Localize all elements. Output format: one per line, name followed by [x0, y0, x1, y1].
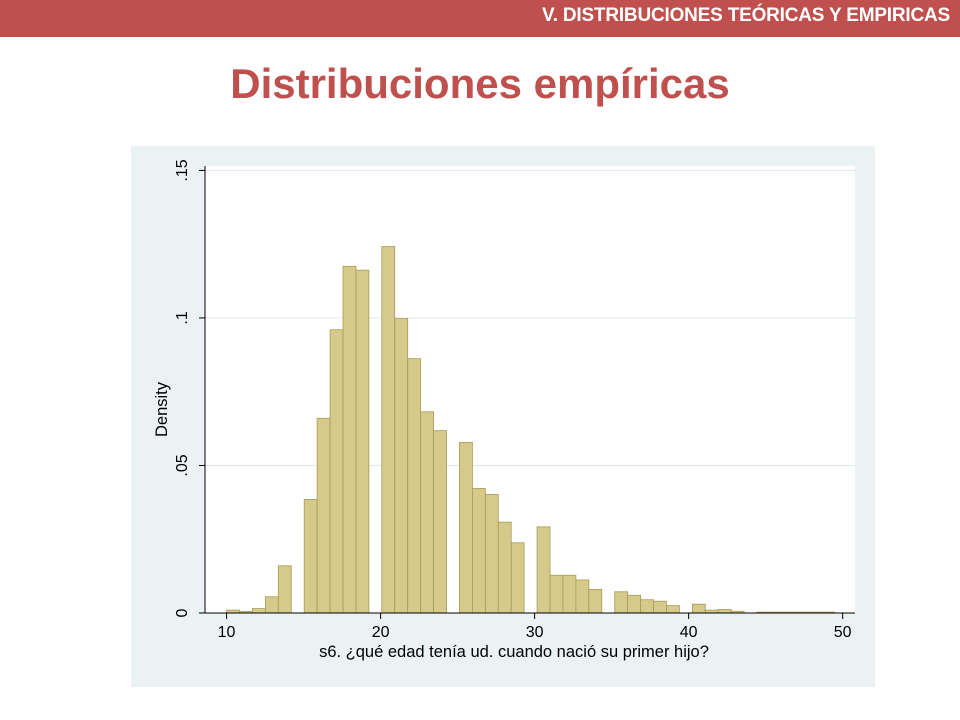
histogram-bar	[407, 358, 422, 614]
x-tick-label: 10	[218, 624, 236, 641]
histogram-bar	[433, 430, 447, 614]
section-header-bar: V. DISTRIBUCIONES TEÓRICAS Y EMPIRICAS	[0, 0, 960, 37]
plot-area	[205, 166, 855, 613]
histogram-bar	[666, 605, 680, 614]
histogram-bar	[355, 269, 370, 614]
histogram-bar	[381, 246, 396, 614]
histogram-bar	[459, 442, 473, 614]
histogram-bar	[653, 600, 667, 614]
histogram-bar	[420, 411, 434, 614]
gridlines	[205, 169, 855, 467]
histogram-bar	[303, 499, 318, 614]
histogram-bar	[627, 594, 641, 614]
tick-labels: 10 20 30 40 50 0 .05 .1 .15	[174, 159, 852, 641]
section-title: V. DISTRIBUCIONES TEÓRICAS Y EMPIRICAS	[541, 5, 950, 26]
x-axis-label: s6. ¿qué edad tenía ud. cuando nació su …	[319, 643, 709, 661]
histogram-bar	[471, 488, 486, 614]
y-tick-label: .05	[174, 454, 191, 476]
y-tick-label: .15	[174, 159, 191, 181]
y-tick-label: .1	[174, 311, 191, 324]
histogram-bar	[588, 588, 603, 614]
histogram-bar	[264, 596, 279, 614]
y-axis-label: Density	[153, 381, 171, 437]
histogram-bar	[549, 574, 564, 614]
histogram-bar	[640, 599, 654, 614]
x-tick-label: 30	[526, 624, 544, 641]
histogram-bar	[717, 609, 732, 614]
histogram-bar	[329, 329, 344, 614]
y-tick-label: 0	[174, 608, 191, 617]
histogram-bar	[316, 417, 331, 614]
x-tick-label: 40	[680, 624, 698, 641]
histogram-bar	[394, 318, 409, 614]
histogram-bar	[277, 565, 292, 614]
histogram-bar	[575, 579, 590, 614]
axes	[199, 166, 855, 619]
histogram-svg: 10 20 30 40 50 0 .05 .1 .15 s6. ¿qué edad tenía …	[131, 146, 875, 687]
x-tick-label: 20	[372, 624, 390, 641]
slide-title: Distribuciones empíricas	[230, 60, 730, 107]
histogram-bar	[484, 493, 499, 614]
histogram-bar	[510, 542, 525, 614]
histogram-bar	[691, 603, 706, 614]
histogram-bar	[614, 591, 629, 614]
histogram-bar	[342, 265, 357, 614]
histogram-bar	[497, 521, 512, 614]
histogram-chart: 10 20 30 40 50 0 .05 .1 .15 s6. ¿qué edad tenía …	[131, 146, 875, 687]
histogram-bar	[536, 526, 551, 614]
histogram-bar	[562, 574, 577, 614]
x-tick-label: 50	[834, 624, 852, 641]
histogram-bar	[252, 608, 266, 614]
